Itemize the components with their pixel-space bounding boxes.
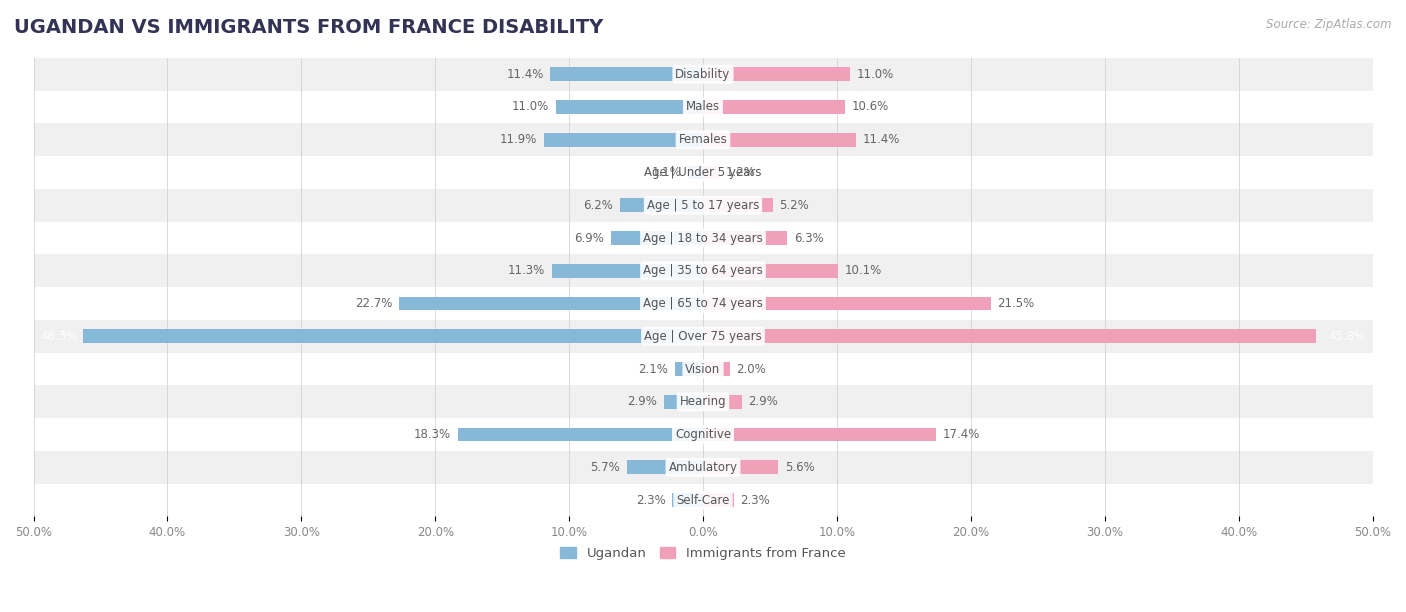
Text: 5.2%: 5.2% [779, 199, 808, 212]
Text: 45.8%: 45.8% [1329, 330, 1365, 343]
Text: 2.0%: 2.0% [737, 362, 766, 376]
Bar [689, 166, 703, 179]
Text: 6.2%: 6.2% [583, 199, 613, 212]
Bar [551, 264, 703, 278]
Bar [664, 395, 703, 409]
Text: Ambulatory: Ambulatory [668, 461, 738, 474]
Text: 6.9%: 6.9% [574, 231, 605, 245]
Text: 11.3%: 11.3% [508, 264, 546, 277]
Bar [703, 362, 730, 376]
Bar [703, 329, 1316, 343]
Bar [703, 395, 742, 409]
Bar [34, 189, 1372, 222]
Text: 18.3%: 18.3% [415, 428, 451, 441]
Text: Males: Males [686, 100, 720, 113]
Bar [34, 222, 1372, 255]
Bar [83, 329, 703, 343]
Text: Source: ZipAtlas.com: Source: ZipAtlas.com [1267, 18, 1392, 31]
Bar [703, 198, 773, 212]
Bar [34, 353, 1372, 386]
Text: 11.0%: 11.0% [512, 100, 548, 113]
Bar [703, 264, 838, 278]
Bar [458, 428, 703, 441]
Bar [34, 386, 1372, 418]
Text: 1.1%: 1.1% [652, 166, 682, 179]
Text: Vision: Vision [685, 362, 721, 376]
Text: Age | Under 5 years: Age | Under 5 years [644, 166, 762, 179]
Text: 5.6%: 5.6% [785, 461, 814, 474]
Text: Age | Over 75 years: Age | Over 75 years [644, 330, 762, 343]
Text: Disability: Disability [675, 68, 731, 81]
Bar [703, 428, 936, 441]
Text: 21.5%: 21.5% [998, 297, 1035, 310]
Bar [610, 231, 703, 245]
Bar [672, 493, 703, 507]
Text: Self-Care: Self-Care [676, 493, 730, 507]
Bar [675, 362, 703, 376]
Text: 2.3%: 2.3% [741, 493, 770, 507]
Bar [34, 156, 1372, 189]
Text: 46.3%: 46.3% [41, 330, 77, 343]
Text: Cognitive: Cognitive [675, 428, 731, 441]
Bar [620, 198, 703, 212]
Bar [34, 124, 1372, 156]
Text: Age | 5 to 17 years: Age | 5 to 17 years [647, 199, 759, 212]
Bar [399, 297, 703, 310]
Bar [34, 58, 1372, 91]
Text: 1.2%: 1.2% [725, 166, 755, 179]
Text: 2.9%: 2.9% [627, 395, 658, 408]
Bar [544, 133, 703, 147]
Bar [703, 67, 851, 81]
Bar [703, 460, 778, 474]
Text: 6.3%: 6.3% [794, 231, 824, 245]
Text: Age | 35 to 64 years: Age | 35 to 64 years [643, 264, 763, 277]
Text: 2.3%: 2.3% [636, 493, 665, 507]
Bar [34, 255, 1372, 287]
Bar [703, 493, 734, 507]
Text: Hearing: Hearing [679, 395, 727, 408]
Bar [703, 166, 718, 179]
Bar [703, 297, 991, 310]
Bar [34, 91, 1372, 124]
Bar [34, 451, 1372, 483]
Text: 17.4%: 17.4% [942, 428, 980, 441]
Text: 22.7%: 22.7% [354, 297, 392, 310]
Bar [555, 100, 703, 114]
Bar [34, 320, 1372, 353]
Bar [34, 418, 1372, 451]
Legend: Ugandan, Immigrants from France: Ugandan, Immigrants from France [555, 541, 851, 565]
Text: 10.1%: 10.1% [845, 264, 882, 277]
Text: 11.4%: 11.4% [862, 133, 900, 146]
Bar [703, 100, 845, 114]
Text: 2.1%: 2.1% [638, 362, 668, 376]
Text: 11.9%: 11.9% [499, 133, 537, 146]
Text: 5.7%: 5.7% [591, 461, 620, 474]
Bar [703, 133, 856, 147]
Bar [703, 231, 787, 245]
Bar [627, 460, 703, 474]
Text: Age | 65 to 74 years: Age | 65 to 74 years [643, 297, 763, 310]
Text: UGANDAN VS IMMIGRANTS FROM FRANCE DISABILITY: UGANDAN VS IMMIGRANTS FROM FRANCE DISABI… [14, 18, 603, 37]
Text: 11.0%: 11.0% [858, 68, 894, 81]
Bar [34, 483, 1372, 517]
Text: 10.6%: 10.6% [852, 100, 889, 113]
Text: Age | 18 to 34 years: Age | 18 to 34 years [643, 231, 763, 245]
Text: Females: Females [679, 133, 727, 146]
Bar [550, 67, 703, 81]
Bar [34, 287, 1372, 320]
Text: 2.9%: 2.9% [748, 395, 779, 408]
Text: 11.4%: 11.4% [506, 68, 544, 81]
